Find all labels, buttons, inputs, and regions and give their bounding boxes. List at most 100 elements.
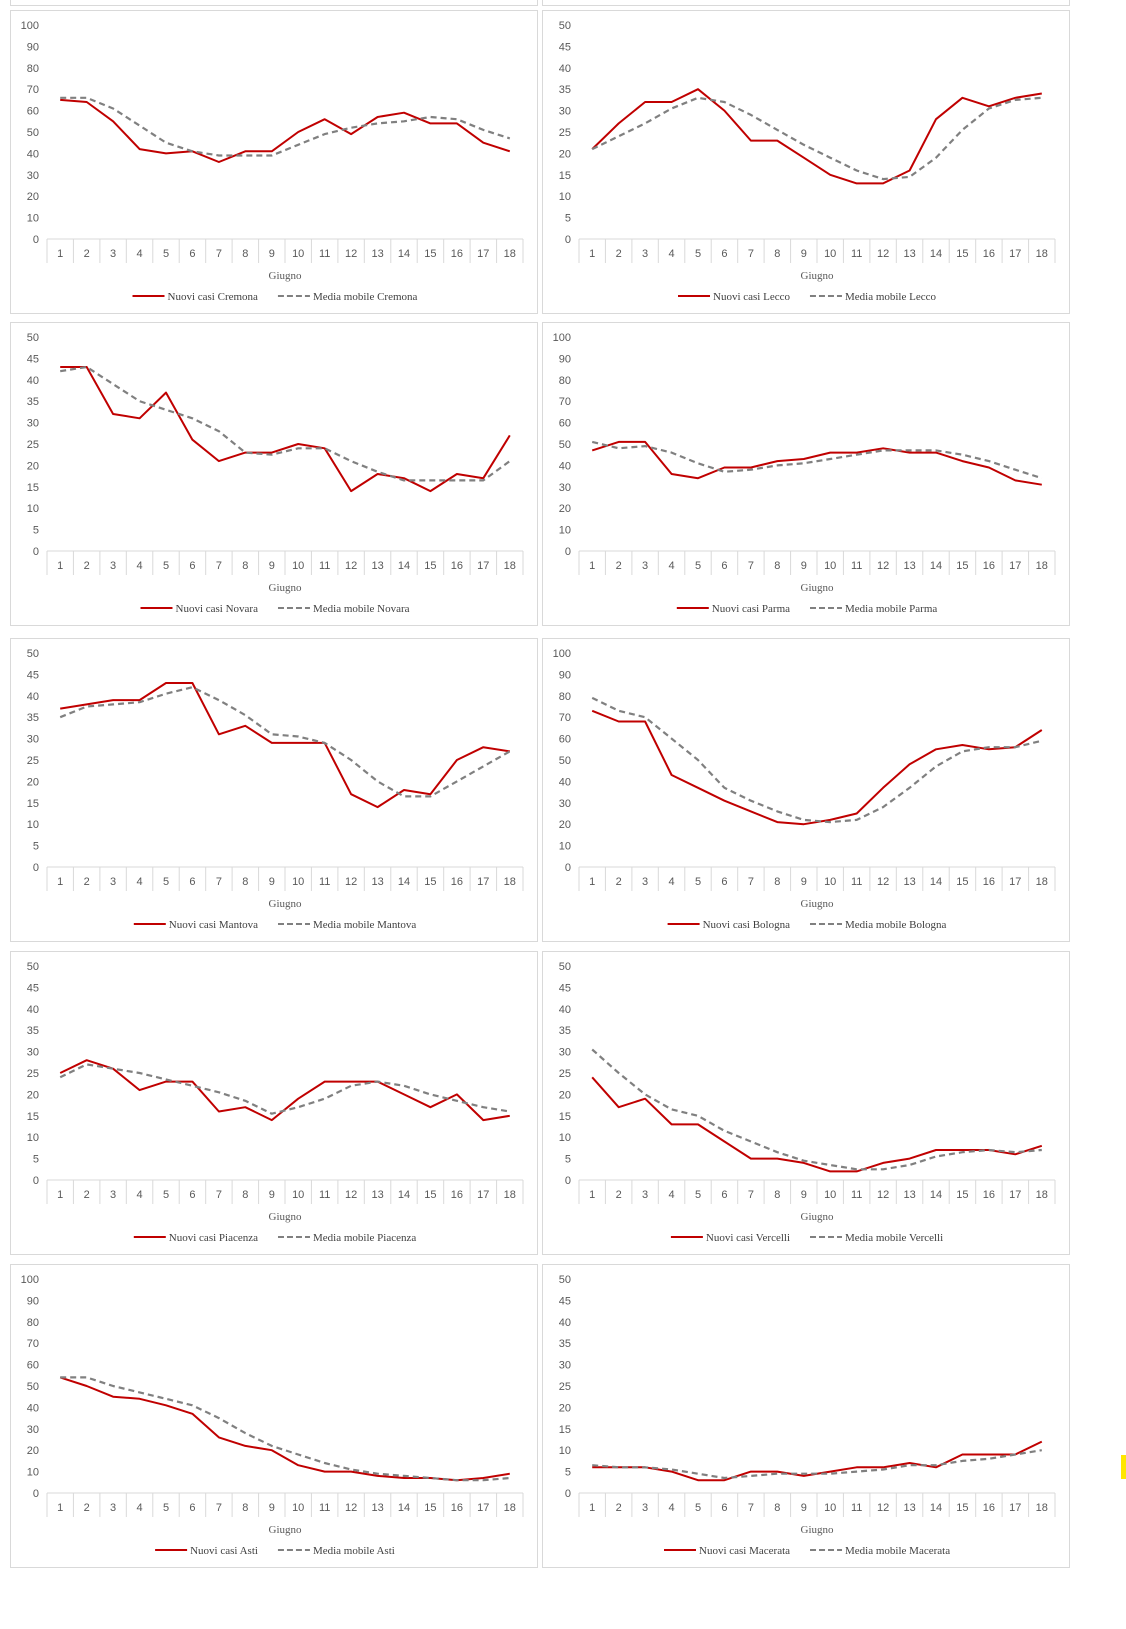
- x-tick-label: 7: [216, 560, 222, 572]
- y-tick-label: 90: [559, 353, 571, 365]
- x-tick-label: 5: [163, 876, 169, 888]
- x-tick-label: 17: [477, 1502, 489, 1514]
- y-tick-label: 40: [27, 375, 39, 387]
- x-tick-label: 12: [345, 876, 357, 888]
- y-tick-label: 40: [559, 63, 571, 75]
- y-tick-label: 25: [559, 1381, 571, 1393]
- x-tick-label: 6: [189, 876, 195, 888]
- x-tick-label: 11: [851, 876, 862, 888]
- y-tick-label: 40: [27, 148, 39, 160]
- x-tick-label: 17: [477, 560, 489, 572]
- series-line-media-mobile: [591, 1048, 1042, 1171]
- y-tick-label: 20: [27, 1445, 39, 1457]
- y-tick-label: 15: [27, 798, 39, 810]
- y-tick-label: 40: [27, 1004, 39, 1016]
- x-tick-label: 11: [319, 248, 330, 260]
- y-tick-label: 90: [27, 41, 39, 53]
- x-tick-label: 2: [616, 1189, 622, 1201]
- x-tick-label: 15: [956, 560, 968, 572]
- y-tick-label: 5: [33, 841, 39, 853]
- x-tick-label: 5: [695, 560, 701, 572]
- x-tick-label: 10: [292, 1189, 304, 1201]
- x-tick-label: 12: [877, 248, 889, 260]
- x-tick-label: 14: [930, 248, 942, 260]
- x-tick-label: 10: [824, 1189, 836, 1201]
- x-tick-label: 17: [1009, 560, 1021, 572]
- x-tick-label: 6: [721, 1502, 727, 1514]
- previous-chart-bottom-edge-right: [542, 0, 1070, 6]
- legend-item: Nuovi casi Vercelli: [670, 1232, 790, 1244]
- y-tick-label: 70: [27, 1338, 39, 1350]
- x-tick-label: 1: [57, 560, 63, 572]
- y-tick-label: 40: [559, 1004, 571, 1016]
- highlight-mark: [1121, 1455, 1126, 1479]
- x-tick-label: 16: [451, 1189, 463, 1201]
- x-tick-label: 15: [424, 1502, 436, 1514]
- legend: Nuovi casi Mantova Media mobile Mantova: [133, 919, 416, 931]
- x-axis-title: Giugno: [801, 898, 835, 910]
- x-tick-label: 3: [642, 1502, 648, 1514]
- x-tick-label: 14: [398, 1189, 410, 1201]
- y-tick-label: 20: [27, 460, 39, 472]
- x-tick-label: 6: [189, 560, 195, 572]
- x-tick-label: 17: [477, 876, 489, 888]
- x-tick-label: 10: [824, 248, 836, 260]
- x-tick-label: 1: [589, 248, 595, 260]
- x-tick-label: 12: [345, 1502, 357, 1514]
- y-tick-label: 10: [559, 1132, 571, 1144]
- x-tick-label: 10: [824, 560, 836, 572]
- y-tick-label: 25: [27, 439, 39, 451]
- x-tick-label: 18: [1036, 876, 1048, 888]
- y-tick-label: 30: [559, 798, 571, 810]
- y-tick-label: 20: [559, 1089, 571, 1101]
- series-line-nuovi-casi: [60, 366, 511, 493]
- series-line-nuovi-casi: [591, 440, 1042, 486]
- x-tick-label: 4: [669, 560, 675, 572]
- y-tick-label: 50: [27, 961, 39, 973]
- x-tick-label: 1: [57, 1189, 63, 1201]
- y-tick-label: 45: [27, 982, 39, 994]
- x-tick-label: 3: [642, 560, 648, 572]
- y-tick-label: 5: [565, 1467, 571, 1479]
- legend-label: Media mobile Novara: [313, 603, 410, 615]
- x-tick-label: 14: [930, 1189, 942, 1201]
- x-tick-label: 9: [269, 1502, 275, 1514]
- series-line-media-mobile: [60, 1376, 510, 1482]
- x-tick-label: 18: [504, 1502, 516, 1514]
- x-tick-label: 2: [84, 1502, 90, 1514]
- y-tick-label: 40: [27, 691, 39, 703]
- x-tick-label: 11: [851, 248, 862, 260]
- y-tick-label: 35: [27, 712, 39, 724]
- y-tick-label: 5: [33, 525, 39, 537]
- x-tick-label: 8: [242, 560, 248, 572]
- x-tick-label: 17: [477, 248, 489, 260]
- series-line-nuovi-casi: [591, 88, 1042, 185]
- x-tick-label: 8: [774, 1502, 780, 1514]
- x-tick-label: 14: [930, 876, 942, 888]
- chart-panel: 0 5 10 15 20 25 30 35 40 45 50 1 2 3 4 5 6 7 8 9 10 11 12 13 14 1…: [10, 951, 538, 1255]
- y-tick-label: 15: [27, 482, 39, 494]
- x-tick-label: 17: [1009, 876, 1021, 888]
- y-tick-label: 25: [559, 1068, 571, 1080]
- y-tick-label: 60: [559, 734, 571, 746]
- legend-label: Nuovi casi Lecco: [713, 291, 790, 303]
- series-line-nuovi-casi: [60, 682, 510, 809]
- x-axis-title: Giugno: [269, 1524, 303, 1536]
- x-tick-label: 9: [801, 248, 807, 260]
- x-tick-label: 13: [903, 560, 915, 572]
- y-tick-label: 0: [33, 546, 39, 558]
- x-tick-label: 6: [189, 248, 195, 260]
- x-tick-label: 8: [774, 248, 780, 260]
- y-tick-label: 15: [559, 1424, 571, 1436]
- x-tick-label: 17: [1009, 1189, 1021, 1201]
- x-tick-label: 11: [319, 1189, 330, 1201]
- x-tick-label: 2: [84, 876, 90, 888]
- y-tick-label: 5: [33, 1154, 39, 1166]
- y-tick-label: 60: [559, 418, 571, 430]
- series-line-media-mobile: [591, 96, 1042, 181]
- x-tick-label: 6: [189, 1502, 195, 1514]
- y-tick-label: 10: [559, 841, 571, 853]
- y-tick-label: 5: [565, 1154, 571, 1166]
- legend-item: Media mobile Macerata: [810, 1545, 950, 1557]
- x-tick-label: 18: [1036, 1189, 1048, 1201]
